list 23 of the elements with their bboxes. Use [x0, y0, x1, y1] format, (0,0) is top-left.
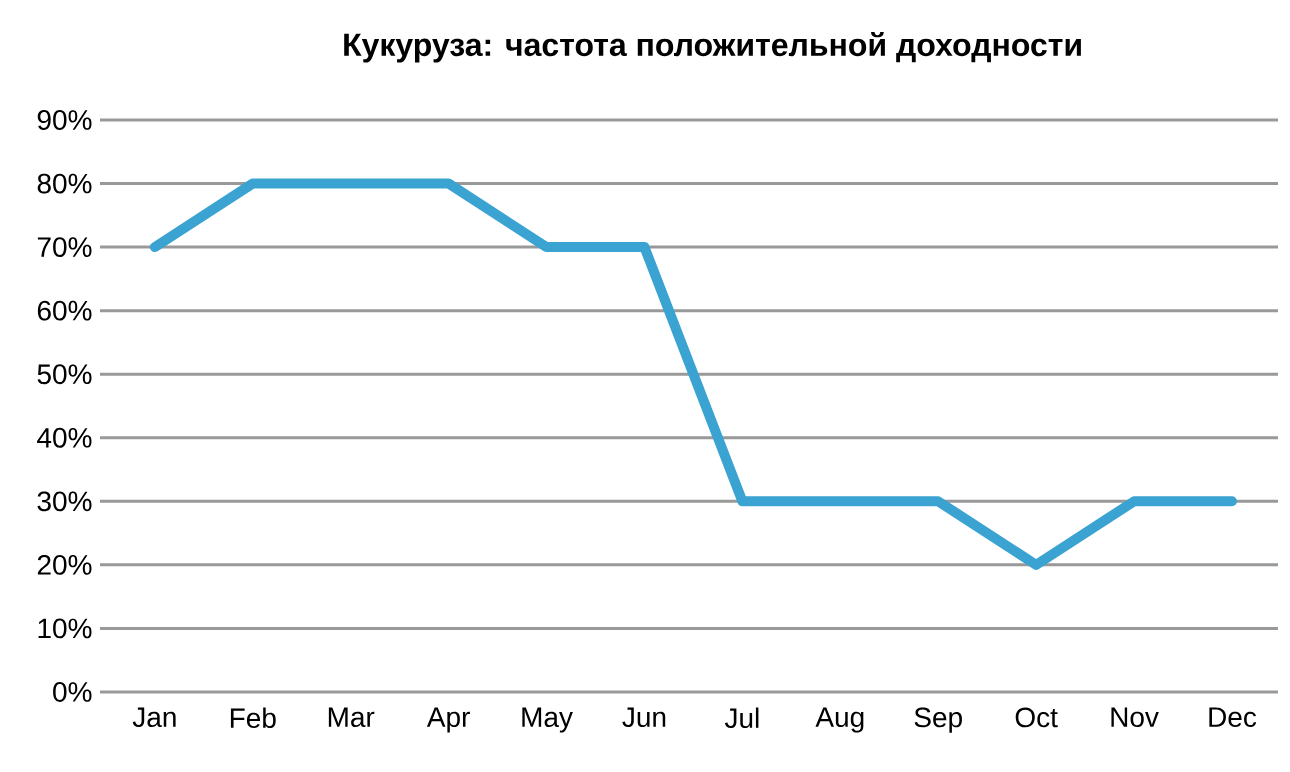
x-tick-label: Dec	[1209, 707, 1257, 728]
x-tick-label: Jul	[724, 707, 759, 729]
x-tick-label: Jan	[132, 707, 176, 728]
x-tick-label: Aug	[815, 707, 864, 733]
y-tick-label: 70%	[37, 237, 92, 258]
x-tick-label: Jun	[622, 707, 666, 728]
x-tick-label: Mar	[328, 707, 375, 728]
y-tick-label: 0%	[53, 682, 92, 702]
x-tick-label: Apr	[426, 707, 470, 733]
y-tick-label: 40%	[37, 427, 92, 448]
x-tick-label: Oct	[1015, 707, 1058, 728]
x-tick-label: Feb	[230, 707, 276, 729]
chart-title: Кукуруза: частота положительной доходности	[344, 32, 1081, 63]
x-tick-label: Nov	[1111, 707, 1159, 728]
x-tick-label: May	[522, 707, 573, 733]
y-tick-label: 90%	[37, 110, 92, 130]
y-tick-label: 80%	[37, 173, 92, 194]
y-tick-label: 20%	[37, 554, 92, 575]
x-tick-label: Sep	[914, 707, 962, 733]
y-tick-label: 10%	[38, 618, 92, 639]
y-tick-label: 30%	[37, 491, 92, 512]
y-tick-label: 50%	[37, 364, 92, 385]
y-tick-label: 60%	[37, 300, 92, 321]
